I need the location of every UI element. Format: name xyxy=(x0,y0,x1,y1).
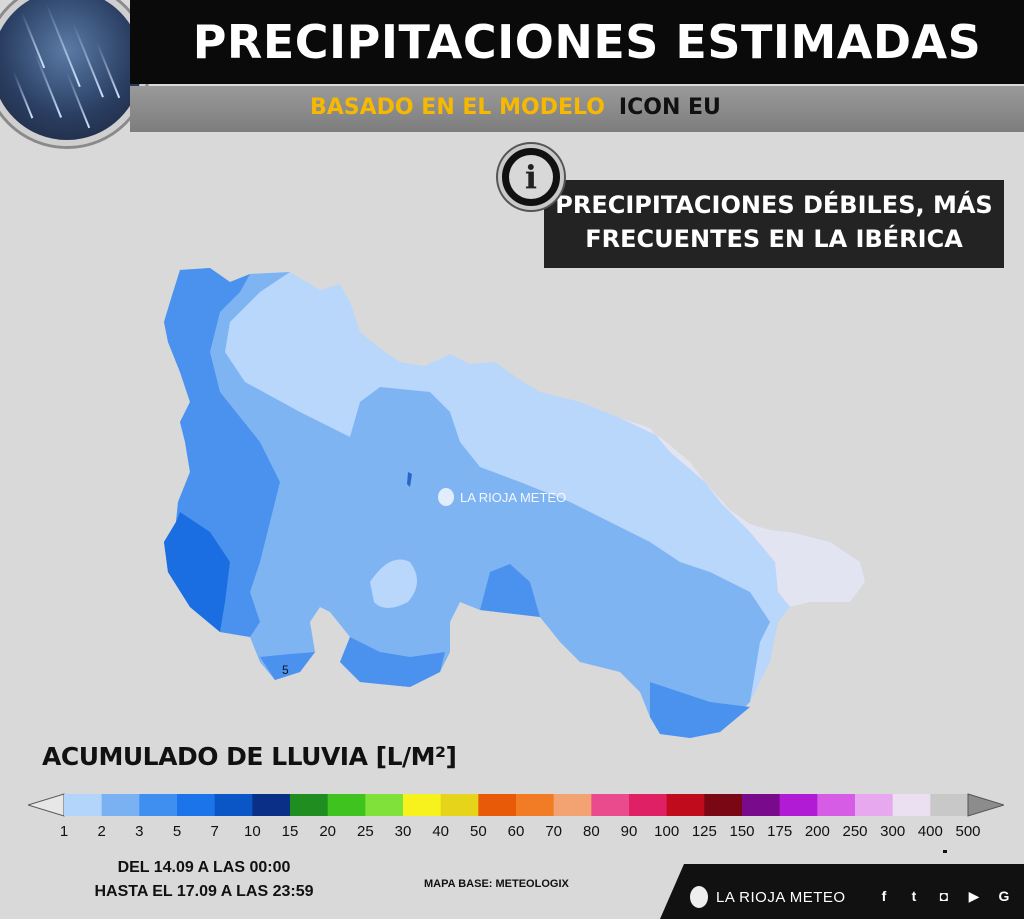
scale-tick-label: 10 xyxy=(243,823,261,840)
scale-tick-label: 250 xyxy=(842,823,868,840)
scale-ticks: 1 2 3 5 7 10 15 20 25 30 40 50 60 70 80 90 100 125 150 175 2… xyxy=(0,823,1024,843)
scale-swatch xyxy=(817,794,856,816)
scale-swatch xyxy=(629,794,668,816)
band-5mm xyxy=(164,512,230,632)
scale-swatch xyxy=(327,794,366,816)
scale-tick-label: 40 xyxy=(432,823,449,840)
twitter-icon[interactable]: t xyxy=(911,888,917,904)
precipitation-map: 5 xyxy=(150,262,880,752)
scale-swatch xyxy=(553,794,592,816)
scale-swatch xyxy=(101,794,140,816)
info-note: PRECIPITACIONES DÉBILES, MÁS FRECUENTES … xyxy=(544,180,1004,268)
info-note-line1: PRECIPITACIONES DÉBILES, MÁS xyxy=(555,191,993,219)
light-island xyxy=(370,559,418,608)
scale-tick-label: 20 xyxy=(319,823,336,840)
scale-swatch xyxy=(440,794,479,816)
lake-mark xyxy=(407,472,412,487)
scale-tick-label: 2 xyxy=(97,823,106,840)
scale-tick-label: 30 xyxy=(394,823,412,840)
scale-swatch xyxy=(403,794,442,816)
scale-swatch xyxy=(365,794,404,816)
date-to: HASTA EL 17.09 A LAS 23:59 xyxy=(94,883,314,900)
color-scale xyxy=(26,792,1006,818)
scale-tick-label: 150 xyxy=(729,823,755,840)
scale-tick-label: 500 xyxy=(955,823,981,840)
subtitle-model: ICON EU xyxy=(618,95,721,120)
scale-tick-label: 1 xyxy=(59,823,69,840)
scale-swatch xyxy=(478,794,517,816)
scale-swatch xyxy=(779,794,818,816)
map-svg: 5 xyxy=(164,268,865,738)
scale-arrow-left xyxy=(26,793,65,817)
legend-title: ACUMULADO DE LLUVIA [L/M²] xyxy=(42,742,457,771)
scale-tick-label: 3 xyxy=(135,823,144,840)
band-3mm-south-c xyxy=(260,652,315,680)
scale-tick-label: 125 xyxy=(691,823,717,840)
scale-tick-label: 5 xyxy=(172,823,182,840)
footer-brand-bar: LA RIOJA METEO f t ◘ ▶ G xyxy=(660,864,1024,919)
date-range: DEL 14.09 A LAS 00:00 HASTA EL 17.09 A L… xyxy=(74,856,334,904)
info-icon: i xyxy=(498,144,564,210)
watermark-text: LA RIOJA METEO xyxy=(460,489,567,505)
scale-swatch xyxy=(591,794,630,816)
band-3mm-south-d xyxy=(650,682,750,738)
info-note-line2: FRECUENTES EN LA IBÉRICA xyxy=(585,225,963,253)
scale-tick-label: 7 xyxy=(210,823,219,840)
scale-swatch xyxy=(64,794,103,816)
scale-swatch xyxy=(516,794,555,816)
map-credit: MAPA BASE: METEOLOGIX xyxy=(424,878,569,890)
band-3mm-south-a xyxy=(480,564,540,617)
facebook-icon[interactable]: f xyxy=(881,888,887,904)
scale-swatch xyxy=(177,794,216,816)
band-2mm xyxy=(164,268,770,738)
scale-swatch xyxy=(742,794,781,816)
contour-label: 5 xyxy=(282,663,289,677)
subtitle-bar xyxy=(130,86,1024,132)
rain-logo xyxy=(0,0,148,146)
scale-tick-label: 80 xyxy=(582,823,600,840)
scale-swatch xyxy=(855,794,894,816)
subtitle: BASADO EN EL MODELO ICON EU xyxy=(310,95,721,120)
youtube-icon[interactable]: ▶ xyxy=(968,888,980,904)
scale-swatch xyxy=(666,794,705,816)
scale-swatch xyxy=(252,794,291,816)
scale-swatch xyxy=(704,794,743,816)
tick-marker xyxy=(943,850,947,853)
scale-tick-label: 400 xyxy=(917,823,943,840)
scale-tick-label: 70 xyxy=(545,823,562,840)
page-title: PRECIPITACIONES ESTIMADAS xyxy=(192,15,982,69)
scale-tick-label: 15 xyxy=(281,823,299,840)
scale-tick-label: 200 xyxy=(804,823,830,840)
instagram-icon[interactable]: ◘ xyxy=(939,888,949,904)
scale-tick-label: 100 xyxy=(654,823,680,840)
scale-swatch xyxy=(930,794,969,816)
title-bar xyxy=(130,0,1024,84)
footer-brand[interactable]: LA RIOJA METEO xyxy=(690,886,846,908)
scale-tick-label: 60 xyxy=(507,823,525,840)
scale-arrow-right xyxy=(967,793,1006,817)
subtitle-prefix: BASADO EN EL MODELO xyxy=(310,95,605,120)
google-icon[interactable]: G xyxy=(998,888,1010,904)
scale-swatch xyxy=(892,794,931,816)
region-lightest xyxy=(620,418,865,607)
scale-tick-label: 300 xyxy=(880,823,906,840)
brand-drop-icon xyxy=(690,886,708,908)
scale-tick-label: 175 xyxy=(767,823,793,840)
scale-tick-label: 50 xyxy=(469,823,487,840)
social-links: f t ◘ ▶ G xyxy=(876,888,1012,905)
date-from: DEL 14.09 A LAS 00:00 xyxy=(117,859,291,876)
scale-tick-label: 25 xyxy=(356,823,374,840)
scale-swatch xyxy=(290,794,329,816)
footer-brand-text: LA RIOJA METEO xyxy=(716,888,846,906)
band-3mm-south-b xyxy=(340,637,445,687)
scale-tick-label: 90 xyxy=(620,823,638,840)
map-watermark: LA RIOJA METEO xyxy=(438,488,566,506)
scale-swatch xyxy=(139,794,178,816)
drop-icon xyxy=(438,488,454,506)
color-scale-svg xyxy=(26,793,1006,817)
scale-swatch xyxy=(214,794,253,816)
